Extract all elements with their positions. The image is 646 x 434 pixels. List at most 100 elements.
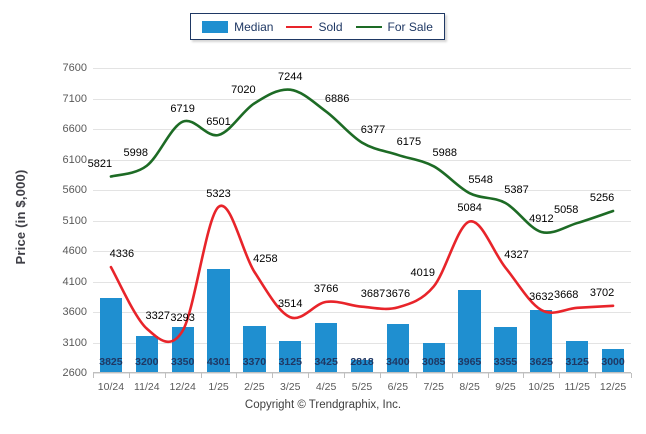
point-value-label: 3632 [529, 291, 554, 304]
point-value-label: 6886 [324, 92, 350, 105]
point-value-label: 5548 [468, 174, 493, 187]
bar-value-label: 2818 [350, 356, 374, 368]
bar-value-label: 3625 [529, 356, 554, 368]
y-axis-tick-label: 7100 [62, 92, 87, 105]
bar[interactable] [458, 289, 481, 373]
x-axis-tick-mark [164, 373, 166, 378]
bar[interactable] [99, 298, 123, 373]
point-value-label: 4336 [109, 248, 135, 261]
point-value-label: 5998 [123, 146, 149, 159]
legend-item-sold[interactable]: Sold [286, 19, 343, 34]
gridline: 2600 [63, 367, 631, 379]
x-axis-tick-mark [308, 373, 310, 378]
bar-value-label: 3370 [242, 356, 267, 368]
bar-value-label: 4301 [206, 356, 231, 368]
point-value-label: 4258 [253, 252, 278, 265]
x-axis-tick-label: 10/25 [528, 381, 555, 393]
legend-swatch-median-icon [202, 20, 229, 33]
bar[interactable] [207, 269, 230, 373]
plot-area: 2600 3100 3600 4100 4600 5100 5600 6100 6600 7100… [63, 62, 632, 393]
x-axis-tick-mark [523, 373, 525, 378]
y-axis-tick-label: 5100 [62, 214, 87, 227]
y-axis-tick-label: 7600 [62, 62, 87, 74]
x-axis-tick-label: 8/25 [459, 381, 480, 393]
point-value-label: 5256 [589, 191, 615, 204]
x-axis-tick-mark [487, 373, 489, 378]
bar[interactable] [386, 324, 409, 373]
bar[interactable] [601, 348, 625, 373]
line-series-for-sale[interactable] [109, 88, 615, 234]
x-axis-tick-mark [236, 373, 238, 378]
gridline: 6100 [63, 154, 631, 166]
gridline: 7600 [63, 62, 631, 74]
point-value-label: 6501 [206, 116, 231, 129]
bar[interactable] [566, 340, 589, 373]
point-value-label: 6377 [360, 123, 386, 136]
point-value-label: 5387 [504, 183, 529, 196]
bar[interactable] [135, 336, 158, 373]
point-value-label: 5988 [432, 147, 457, 160]
x-axis-tick-label: 3/25 [280, 381, 301, 393]
bar[interactable] [530, 310, 553, 373]
gridline: 4600 [63, 245, 631, 257]
chart-legend: Median Sold For Sale [190, 13, 445, 40]
y-axis-tick-label: 4600 [62, 245, 87, 257]
x-axis-tick-mark [128, 373, 130, 378]
x-axis-tick-mark [344, 373, 346, 378]
x-axis-tick-label: 7/25 [423, 381, 444, 393]
legend-item-for-sale[interactable]: For Sale [355, 20, 433, 34]
legend-swatch-for-sale-icon [355, 25, 382, 28]
point-value-label: 3668 [553, 288, 579, 301]
legend-label-sold: Sold [318, 19, 343, 34]
x-axis-tick-label: 12/25 [599, 381, 627, 393]
bar-value-label: 3350 [170, 356, 195, 368]
point-value-label: 4019 [410, 267, 435, 280]
gridline: 3600 [63, 306, 631, 318]
bar-value-label: 3000 [601, 356, 625, 368]
gridline: 7100 [63, 93, 631, 105]
point-value-label: 3327 [145, 309, 171, 322]
x-axis-tick-label: 9/25 [495, 381, 516, 393]
x-axis-tick-mark [272, 373, 274, 378]
point-value-label: 5058 [553, 204, 579, 217]
bar-value-label: 3965 [457, 356, 482, 368]
y-axis-tick-label: 2600 [62, 367, 87, 379]
bar[interactable] [315, 322, 338, 373]
gridline: 6600 [63, 123, 631, 135]
bar[interactable] [243, 326, 266, 373]
bar-value-label: 3355 [493, 356, 518, 368]
line-series-sold[interactable] [109, 204, 615, 344]
bar[interactable] [494, 326, 517, 373]
point-value-label: 3293 [170, 311, 195, 324]
bar-value-label: 3125 [278, 356, 302, 368]
y-axis-tick-label: 3100 [62, 336, 87, 349]
point-value-label: 4327 [504, 248, 529, 261]
bar[interactable] [422, 343, 445, 373]
bar-value-label: 3825 [99, 356, 123, 368]
bar-value-label: 3425 [314, 356, 338, 368]
point-value-label: 7020 [231, 84, 256, 97]
x-axis-line [93, 372, 631, 373]
point-value-label: 6719 [170, 102, 195, 115]
y-axis-tick-label: 3600 [62, 306, 87, 318]
point-value-label: 3687 [360, 287, 386, 300]
bar[interactable] [279, 340, 302, 373]
bar[interactable] [350, 359, 374, 373]
bar-value-label: 3400 [386, 356, 410, 368]
x-axis-tick-mark [200, 373, 202, 378]
point-value-label: 5323 [206, 187, 231, 200]
legend-label-median: Median [234, 19, 274, 34]
y-axis-title: Price (in $,000) [12, 169, 28, 265]
x-axis-tick-mark [559, 373, 561, 378]
x-axis-tick-label: 4/25 [315, 381, 337, 393]
x-axis-tick-label: 12/24 [169, 381, 196, 393]
gridline: 3100 [63, 337, 631, 349]
bar-value-label: 3125 [565, 356, 589, 368]
y-axis-tick-label: 5600 [62, 184, 87, 196]
point-value-label: 5821 [87, 157, 113, 170]
x-axis-tick-label: 5/25 [351, 381, 373, 393]
point-value-label: 7244 [278, 70, 303, 83]
legend-item-median[interactable]: Median [202, 20, 273, 34]
x-axis-tick-label: 11/24 [134, 381, 160, 393]
y-axis-tick-label: 6600 [62, 123, 87, 135]
